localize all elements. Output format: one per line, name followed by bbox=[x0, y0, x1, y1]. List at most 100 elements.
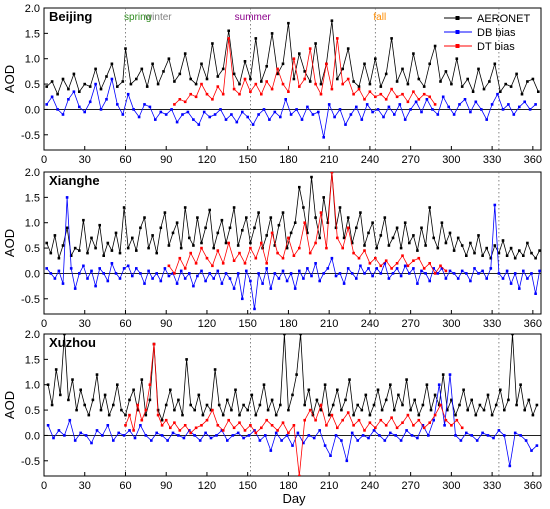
data-point bbox=[307, 388, 311, 392]
y-tick-label: 1.5 bbox=[25, 28, 40, 40]
data-point bbox=[131, 236, 134, 240]
data-point bbox=[197, 393, 201, 397]
data-point bbox=[518, 249, 521, 252]
data-point bbox=[505, 269, 509, 273]
data-point bbox=[262, 108, 266, 111]
data-point bbox=[194, 262, 198, 265]
data-point bbox=[306, 267, 309, 270]
data-point bbox=[352, 413, 355, 417]
data-point bbox=[211, 42, 214, 45]
data-point bbox=[350, 272, 354, 275]
data-point bbox=[155, 272, 158, 275]
data-point bbox=[493, 203, 497, 207]
x-tick-label: 360 bbox=[524, 480, 542, 492]
data-point bbox=[135, 77, 138, 81]
y-tick-label: 0.5 bbox=[25, 243, 40, 255]
series-line bbox=[47, 374, 538, 466]
data-point bbox=[221, 67, 225, 71]
data-point bbox=[460, 269, 464, 273]
data-point bbox=[140, 67, 144, 71]
x-tick-label: 270 bbox=[401, 480, 419, 492]
data-point bbox=[98, 267, 101, 270]
data-point bbox=[378, 434, 381, 437]
data-point bbox=[107, 413, 111, 417]
data-point bbox=[456, 277, 460, 280]
data-point bbox=[173, 80, 176, 83]
data-point bbox=[219, 108, 222, 111]
data-point bbox=[238, 92, 241, 96]
x-tick-label: 240 bbox=[361, 318, 379, 330]
data-point bbox=[216, 269, 220, 273]
series-line bbox=[47, 334, 538, 422]
data-point bbox=[61, 282, 65, 285]
data-point bbox=[349, 113, 353, 116]
data-point bbox=[295, 373, 298, 376]
data-point bbox=[205, 403, 209, 407]
data-point bbox=[242, 436, 245, 440]
data-point bbox=[194, 82, 198, 86]
data-point bbox=[175, 221, 179, 224]
data-point bbox=[189, 403, 192, 407]
data-point bbox=[238, 413, 241, 417]
x-tick-label: 300 bbox=[442, 154, 460, 166]
data-point bbox=[374, 256, 377, 260]
data-point bbox=[280, 439, 283, 442]
data-point bbox=[401, 421, 404, 424]
data-point bbox=[192, 118, 195, 121]
data-point bbox=[169, 388, 172, 392]
data-point bbox=[440, 267, 444, 270]
data-point bbox=[330, 172, 334, 174]
data-point bbox=[281, 82, 285, 86]
data-point bbox=[189, 251, 192, 255]
series-dt-bias bbox=[167, 172, 448, 275]
data-point bbox=[433, 393, 437, 397]
data-point bbox=[405, 378, 408, 381]
data-point bbox=[241, 297, 244, 301]
data-point bbox=[270, 32, 274, 35]
data-point bbox=[277, 223, 281, 227]
data-point bbox=[154, 118, 157, 121]
data-point bbox=[341, 67, 344, 71]
data-point bbox=[110, 77, 114, 81]
data-point bbox=[382, 115, 385, 119]
data-point bbox=[425, 383, 429, 386]
data-point bbox=[183, 267, 187, 270]
data-point bbox=[53, 277, 57, 280]
data-point bbox=[390, 267, 393, 270]
data-point bbox=[342, 282, 346, 285]
data-point bbox=[246, 408, 249, 412]
station-label: Xianghe bbox=[49, 173, 100, 188]
data-point bbox=[173, 421, 176, 424]
x-tick-label: 210 bbox=[320, 154, 338, 166]
data-point bbox=[302, 441, 305, 445]
data-point bbox=[420, 110, 423, 114]
data-point bbox=[276, 251, 279, 255]
data-point bbox=[269, 216, 273, 219]
data-point bbox=[298, 185, 301, 189]
data-point bbox=[462, 388, 465, 392]
data-point bbox=[379, 92, 383, 96]
data-point bbox=[384, 398, 388, 402]
data-point bbox=[298, 474, 301, 476]
data-point bbox=[437, 383, 441, 386]
data-point bbox=[473, 267, 476, 270]
data-point bbox=[433, 413, 437, 417]
series-dt-bias bbox=[173, 37, 437, 106]
data-point bbox=[136, 408, 139, 412]
data-point bbox=[182, 436, 186, 440]
data-point bbox=[82, 218, 85, 222]
data-point bbox=[50, 95, 54, 99]
data-point bbox=[298, 85, 301, 88]
data-point bbox=[175, 282, 179, 285]
data-point bbox=[331, 403, 335, 407]
data-point bbox=[346, 411, 350, 414]
data-point bbox=[139, 272, 142, 275]
data-point bbox=[216, 249, 220, 252]
data-point bbox=[181, 113, 184, 116]
data-point bbox=[308, 80, 312, 83]
data-point bbox=[112, 403, 115, 407]
data-point bbox=[124, 413, 127, 417]
data-point bbox=[412, 234, 415, 237]
data-point bbox=[155, 431, 158, 435]
data-point bbox=[395, 267, 399, 270]
